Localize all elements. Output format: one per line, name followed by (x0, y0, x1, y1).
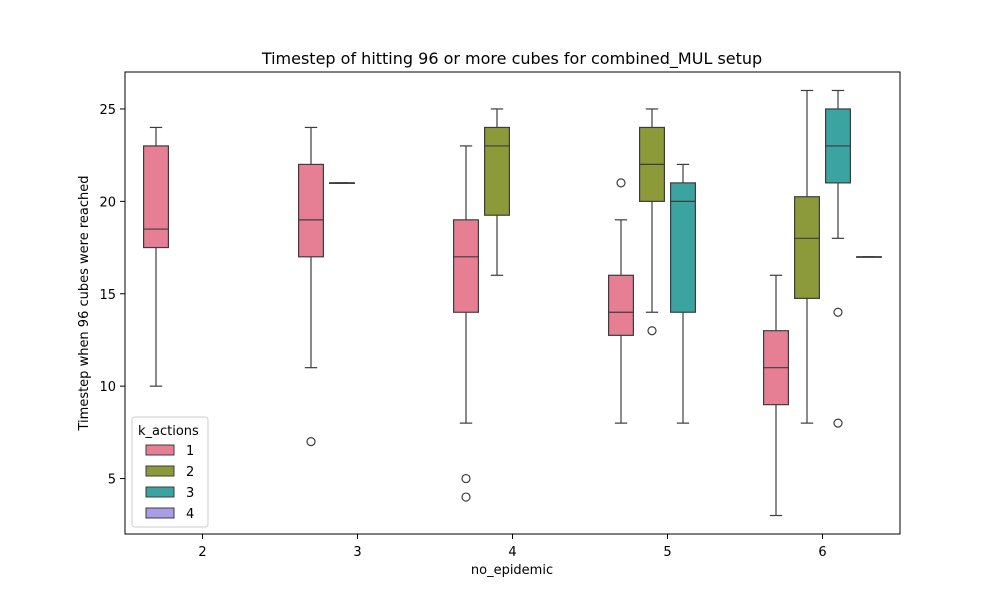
x-tick-label: 3 (353, 545, 361, 560)
box-series-1-cat-4 (453, 145, 480, 502)
box-iqr (793, 196, 820, 299)
plot-area (124, 71, 901, 535)
box-series-1-cat-2 (143, 126, 170, 387)
box-iqr (484, 126, 511, 216)
x-tick-label: 5 (663, 545, 671, 560)
box-series-4-cat-6 (855, 256, 882, 258)
box-series-2-cat-5 (638, 108, 665, 336)
x-axis: 2 3 4 5 6 (198, 534, 827, 560)
box-iqr (607, 274, 634, 336)
legend-swatch-1 (145, 444, 175, 456)
legend-label-3: 3 (186, 486, 194, 501)
box-series-1-cat-6 (762, 274, 789, 517)
box-series-1-cat-3 (298, 126, 325, 447)
legend-label-4: 4 (186, 507, 194, 522)
legend: k_actions 1 2 3 4 (131, 416, 209, 528)
outlier-point (461, 473, 471, 484)
y-axis-label: Timestep when 96 cubes were reached (77, 175, 92, 431)
box-series-1-cat-5 (607, 178, 634, 424)
legend-swatch-4 (145, 507, 175, 519)
x-axis-label: no_epidemic (471, 563, 553, 578)
legend-label-1: 1 (186, 444, 194, 459)
legend-swatch-3 (145, 486, 175, 498)
box-series-3-cat-6 (824, 89, 851, 428)
box-groups (143, 89, 882, 517)
x-tick-label: 2 (198, 545, 206, 560)
box-iqr (143, 145, 170, 249)
outlier-point (616, 178, 626, 188)
legend-title: k_actions (138, 424, 199, 439)
x-tick-label: 4 (508, 545, 516, 560)
y-tick-label: 15 (99, 288, 116, 303)
legend-swatch-2 (145, 465, 175, 477)
y-tick-label: 20 (99, 195, 116, 210)
legend-label-2: 2 (186, 465, 194, 480)
box-iqr (298, 163, 325, 258)
y-tick-label: 5 (108, 473, 116, 488)
y-axis: 5 10 15 20 25 (99, 103, 125, 488)
chart-title: Timestep of hitting 96 or more cubes for… (261, 49, 762, 69)
outlier-point (306, 437, 316, 447)
box-series-2-cat-6 (793, 89, 820, 424)
box-series-3-cat-5 (669, 163, 696, 424)
y-tick-label: 25 (99, 103, 116, 118)
outlier-point (461, 492, 471, 502)
outlier-point (647, 326, 657, 336)
x-tick-label: 6 (818, 545, 826, 560)
box-series-2-cat-3 (329, 182, 356, 184)
legend-items: 1 2 3 4 (145, 444, 194, 522)
box-iqr (669, 182, 696, 313)
outlier-point (833, 418, 843, 428)
box-iqr (453, 219, 480, 313)
box-series-2-cat-4 (484, 108, 511, 276)
outlier-point (833, 307, 843, 317)
y-tick-label: 10 (99, 380, 116, 395)
